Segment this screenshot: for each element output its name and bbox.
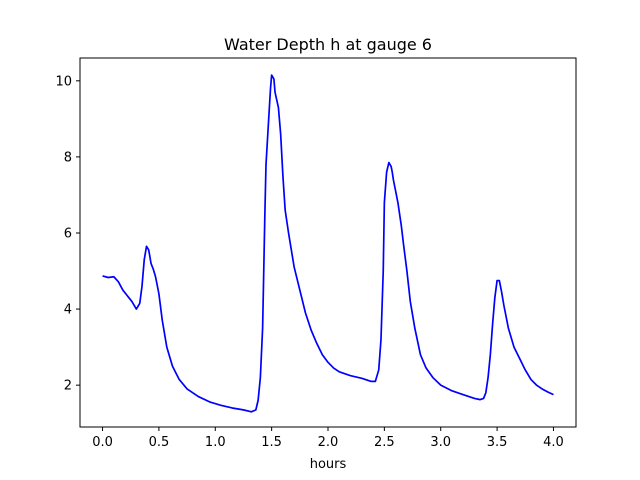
x-tick-label: 0.0	[92, 435, 113, 450]
x-tick-label: 0.5	[149, 435, 170, 450]
plot-area	[102, 74, 554, 413]
y-tick-label: 2	[64, 379, 72, 394]
x-tick-label: 1.5	[261, 435, 282, 450]
y-tick-label: 10	[55, 74, 72, 89]
x-tick-label: 1.0	[205, 435, 226, 450]
y-axis: 2 4 6 8 10	[55, 74, 80, 394]
plot-frame	[79, 57, 577, 428]
series-line-0	[102, 74, 554, 413]
x-tick-label: 4.0	[543, 435, 564, 450]
x-axis-label: hours	[310, 457, 347, 472]
x-tick-label: 2.5	[374, 435, 395, 450]
x-tick-label: 2.0	[318, 435, 339, 450]
x-tick-label: 3.5	[487, 435, 508, 450]
x-tick-label: 3.0	[430, 435, 451, 450]
chart-title: Water Depth h at gauge 6	[224, 35, 432, 54]
x-axis: 0.0 0.5 1.0 1.5 2.0 2.5 3.0 3.5 4.0	[92, 427, 564, 450]
y-tick-label: 4	[64, 303, 72, 318]
y-tick-label: 6	[64, 226, 72, 241]
y-tick-label: 8	[64, 150, 72, 165]
